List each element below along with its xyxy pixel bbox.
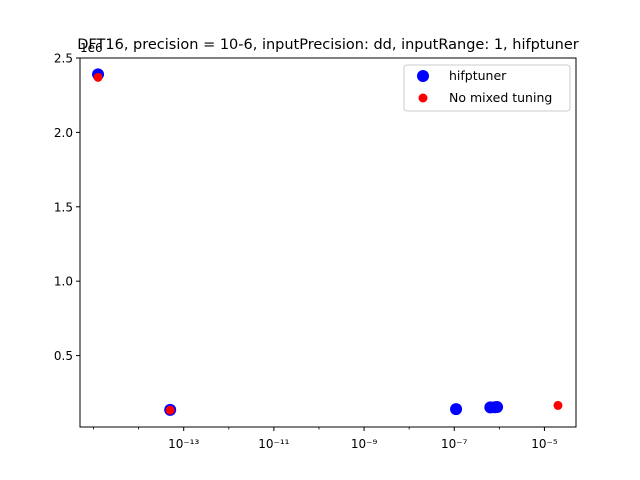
legend-box	[403, 64, 571, 112]
y-offset-label: 1e6	[80, 41, 103, 55]
y-axis-ticks: 0.5 1.0 1.5 2.0 2.5	[54, 52, 80, 363]
point-hifptuner	[450, 403, 463, 416]
x-tick-label: 10⁻⁷	[441, 437, 468, 451]
chart-title: DFT16, precision = 10-6, inputPrecision:…	[77, 37, 579, 53]
legend-label-hifptuner: hifptuner	[449, 68, 507, 83]
x-tick-label: 10⁻⁹	[351, 437, 378, 451]
x-tick-label: 10⁻¹³	[168, 437, 199, 451]
plot-area	[79, 57, 577, 428]
x-axis-ticks: 10⁻¹³ 10⁻¹¹ 10⁻⁹ 10⁻⁷ 10⁻⁵	[93, 427, 558, 451]
x-tick-label: 10⁻¹¹	[258, 437, 289, 451]
y-tick-label: 0.5	[54, 349, 73, 363]
y-tick-label: 1.0	[54, 275, 73, 289]
data-points	[92, 68, 563, 416]
point-no-mixed-tuning	[553, 400, 563, 410]
y-tick-label: 1.5	[54, 200, 73, 214]
x-tick-label: 10⁻⁵	[531, 437, 558, 451]
legend-marker-no-mixed-tuning	[418, 93, 428, 103]
y-tick-label: 2.0	[54, 126, 73, 140]
point-no-mixed-tuning	[93, 72, 103, 82]
point-hifptuner	[491, 401, 504, 414]
legend-marker-hifptuner	[417, 70, 429, 82]
y-tick-label: 2.5	[54, 52, 73, 66]
point-no-mixed-tuning	[165, 405, 175, 415]
legend: hifptuner No mixed tuning	[403, 64, 571, 112]
legend-label-no-mixed-tuning: No mixed tuning	[449, 90, 552, 105]
